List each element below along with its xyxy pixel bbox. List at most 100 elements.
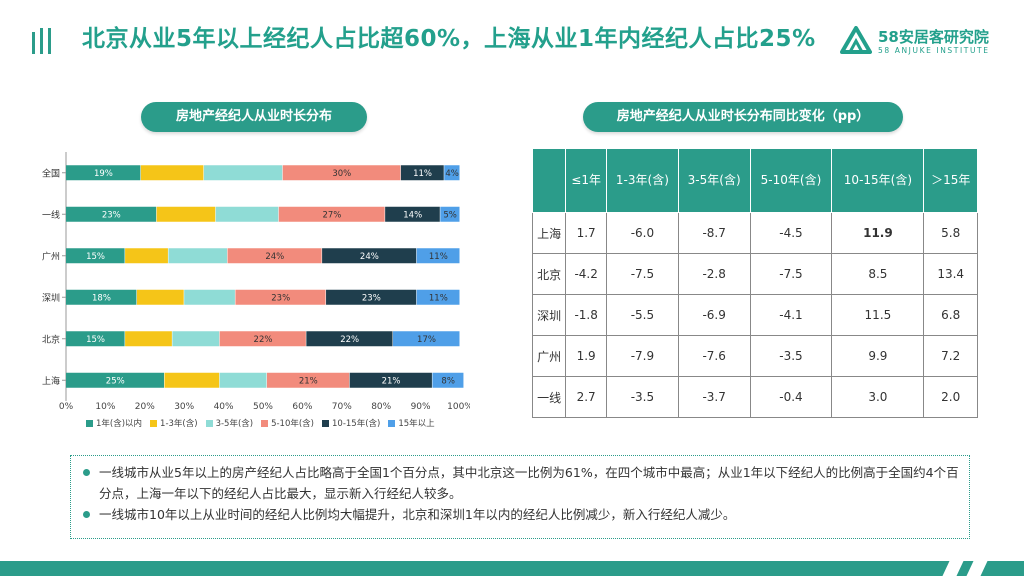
table-cell: 1.7 [565, 212, 608, 254]
bar-segment [140, 165, 204, 181]
table-cell: -3.5 [749, 335, 833, 377]
bar-segment [219, 331, 306, 347]
x-tick-label: 10% [95, 402, 115, 412]
data-label: 18% [92, 294, 111, 304]
bar-segment [172, 331, 220, 347]
chart-legend: 1年(含)以内 1-3年(含) 3-5年(含) 5-10年(含) 10-15年(含) 15… [86, 417, 435, 429]
bullet-icon [83, 511, 90, 518]
bar-segment [203, 165, 283, 181]
data-label: 24% [265, 252, 284, 262]
bar-segment [432, 372, 464, 388]
bar-segment [156, 206, 216, 222]
legend-swatch [261, 419, 269, 427]
data-label: 22% [340, 335, 359, 345]
y-tick-label: 上海 [42, 375, 60, 387]
legend-item: 10-15年(含) [322, 417, 380, 429]
table-cell: -7.6 [677, 335, 751, 377]
bar-segment [440, 206, 460, 222]
table-cell: -7.9 [606, 335, 679, 377]
x-tick-label: 80% [371, 402, 391, 412]
bar-segment [266, 372, 350, 388]
legend-swatch [388, 419, 396, 427]
x-tick-label: 90% [411, 402, 431, 412]
data-label: 17% [417, 335, 436, 345]
bar-segment [66, 289, 137, 305]
legend-item: 15年以上 [388, 417, 435, 429]
data-label: 22% [254, 335, 273, 345]
y-tick-label: 深圳 [42, 293, 60, 304]
bar-segment [400, 165, 444, 181]
data-label: 11% [429, 294, 448, 304]
x-tick-label: 0% [59, 402, 74, 412]
table-cell: 7.2 [923, 335, 978, 377]
bullet-icon [83, 469, 90, 476]
data-label: 23% [102, 211, 121, 221]
bar-segment [66, 372, 164, 388]
bar-segment [164, 372, 220, 388]
bar-segment [66, 206, 157, 222]
table-cell: -1.8 [565, 294, 608, 336]
bar-segment [444, 165, 460, 181]
table-cell: -3.7 [677, 376, 751, 418]
legend-item: 5-10年(含) [261, 417, 314, 429]
table-row: 上海 1.7 -6.0 -8.7 -4.5 11.9 5.8 [531, 212, 978, 254]
brand-subtitle: 58 ANJUKE INSTITUTE [878, 46, 990, 55]
table-cell: 13.4 [923, 253, 978, 295]
bar-segment [235, 289, 326, 305]
table-cell: -4.2 [565, 253, 608, 295]
data-label: 27% [322, 211, 341, 221]
bar-segment [125, 248, 168, 264]
column-header: ＞15年 [923, 148, 978, 213]
x-tick-label: 70% [332, 402, 352, 412]
bar-segment [278, 206, 385, 222]
column-header [531, 148, 567, 213]
footer-bar [0, 561, 1024, 576]
bar-segment [215, 206, 279, 222]
yoy-change-table: ≤1年 1-3年(含) 3-5年(含) 5-10年(含) 10-15年(含) ＞15年 上海… [531, 148, 978, 418]
row-label: 北京 [531, 253, 567, 295]
table-row: 深圳 -1.8 -5.5 -6.9 -4.1 11.5 6.8 [531, 294, 978, 336]
x-tick-label: 60% [292, 402, 312, 412]
bar-segment [282, 165, 401, 181]
column-header: 3-5年(含) [677, 148, 751, 213]
row-label: 深圳 [531, 294, 567, 336]
data-label: 23% [362, 294, 381, 304]
table-cell: -5.5 [606, 294, 679, 336]
table-cell: -7.5 [749, 253, 833, 295]
table-cell: 11.9 [831, 212, 925, 254]
table-cell: 9.9 [831, 335, 925, 377]
table-cell: -6.0 [606, 212, 679, 254]
bar-segment [66, 331, 125, 347]
bar-segment [66, 248, 125, 264]
legend-label: 15年以上 [398, 419, 435, 429]
data-label: 21% [382, 377, 401, 387]
legend-label: 1-3年(含) [160, 419, 198, 429]
legend-item: 3-5年(含) [205, 417, 254, 429]
table-cell: 5.8 [923, 212, 978, 254]
data-label: 5% [443, 211, 457, 221]
legend-label: 1年(含)以内 [96, 419, 143, 429]
data-label: 23% [271, 294, 290, 304]
y-tick-label: 广州 [42, 250, 60, 262]
legend-label: 3-5年(含) [215, 419, 254, 429]
legend-label: 10-15年(含) [332, 419, 381, 429]
brand-name: 58安居客研究院 [878, 28, 989, 46]
data-label: 25% [106, 377, 125, 387]
bar-segment [184, 289, 235, 305]
bar-segment [168, 248, 228, 264]
note-text: 一线城市从业5年以上的房产经纪人占比略高于全国1个百分点，其中北京这一比例为61… [99, 465, 959, 501]
note-item: 一线城市10年以上从业时间的经纪人比例均大幅提升，北京和深圳1年以内的经纪人比例… [83, 504, 959, 525]
note-item: 一线城市从业5年以上的房产经纪人占比略高于全国1个百分点，其中北京这一比例为61… [83, 462, 959, 504]
x-tick-label: 20% [135, 402, 155, 412]
notes-box: 一线城市从业5年以上的房产经纪人占比略高于全国1个百分点，其中北京这一比例为61… [70, 455, 970, 539]
data-label: 30% [332, 169, 351, 179]
table-row: 广州 1.9 -7.9 -7.6 -3.5 9.9 7.2 [531, 335, 978, 377]
table-cell: -0.4 [749, 376, 833, 418]
table-cell: 8.5 [831, 253, 925, 295]
data-label: 15% [86, 335, 105, 345]
row-label: 上海 [531, 212, 567, 254]
table-cell: -2.8 [677, 253, 751, 295]
stacked-bar-chart: 全国 19% 30% 11% 4% 一线 23% 27% 14% 5% 广州 15% 24% 24% 11%… [42, 152, 470, 412]
bar-segment [416, 289, 460, 305]
legend-swatch [322, 419, 330, 427]
